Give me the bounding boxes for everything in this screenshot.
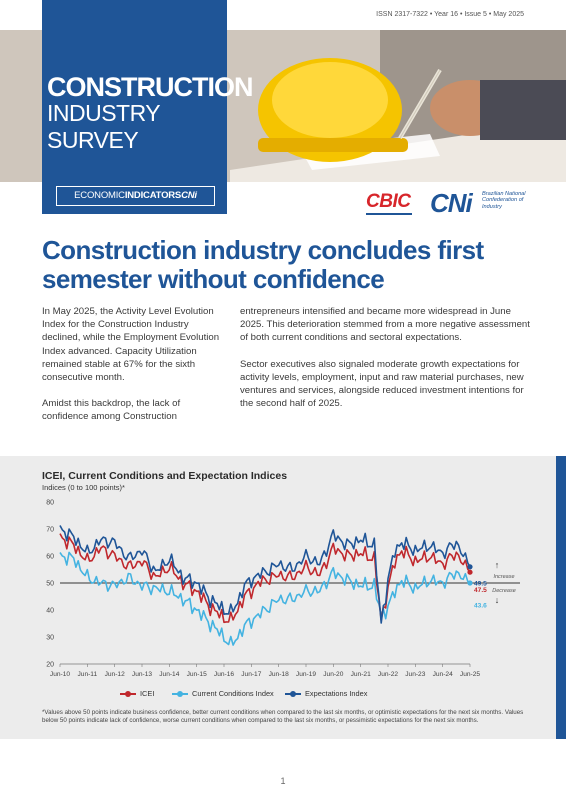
y-tick-label: 70: [46, 527, 54, 534]
badge-part-economic: ECONOMIC: [74, 190, 125, 201]
x-tick-label: Jun-19: [296, 671, 316, 678]
hero-illustration: [0, 30, 566, 182]
legend-label: Current Conditions Index: [192, 689, 274, 698]
data-label: 47.5: [474, 587, 487, 594]
series-end-point: [467, 564, 473, 570]
cni-tagline: Brazilian National Confederation of Indu…: [482, 191, 526, 210]
x-tick-label: Jun-25: [460, 671, 480, 678]
chart-legend: ICEI Current Conditions Index Expectatio…: [120, 689, 440, 701]
x-tick-label: Jun-14: [159, 671, 179, 678]
series-line: [59, 533, 471, 624]
x-tick-label: Jun-21: [351, 671, 371, 678]
series-line: [59, 525, 471, 624]
article-headline: Construction industry concludes first se…: [42, 235, 484, 294]
x-tick-label: Jun-16: [214, 671, 234, 678]
x-tick-label: Jun-24: [433, 671, 453, 678]
y-tick-label: 60: [46, 554, 54, 561]
page-number: 1: [280, 776, 286, 786]
partner-logos: CBIC CNi Brazilian National Confederatio…: [360, 188, 560, 220]
x-tick-label: Jun-12: [105, 671, 125, 678]
increase-label: Increase: [493, 574, 514, 580]
line-chart: 20 30 40 50 60 70 80 Jun-10 Jun-11 Jun-12 Jun-13 Ju…: [46, 500, 520, 678]
issn-text: ISSN 2317-7322 • Year 16 • Issue 5 • May…: [376, 11, 524, 18]
decrease-label: Decrease: [492, 588, 516, 594]
paragraph: entrepreneurs intensified and became mor…: [240, 306, 530, 344]
legend-marker: [125, 691, 131, 697]
x-tick-label: Jun-15: [187, 671, 207, 678]
paragraph: Sector executives also signaled moderate…: [240, 358, 524, 410]
y-tick-label: 20: [46, 662, 54, 669]
chart-panel: [0, 456, 556, 739]
x-tick-label: Jun-18: [269, 671, 289, 678]
series-line: [59, 551, 471, 646]
x-tick-label: Jun-23: [405, 671, 425, 678]
x-tick-label: Jun-10: [50, 671, 70, 678]
y-tick-label: 40: [46, 608, 54, 615]
legend-marker: [177, 691, 183, 697]
legend-label: Expectations Index: [305, 689, 368, 698]
chart-subtitle: Indices (0 to 100 points)*: [42, 483, 125, 492]
x-tick-label: Jun-17: [241, 671, 261, 678]
chart-footnote: *Values above 50 points indicate busines…: [42, 709, 524, 725]
series-end-point: [467, 580, 473, 586]
masthead-subtitle: INDUSTRY SURVEY: [47, 100, 160, 153]
x-tick-label: Jun-11: [77, 671, 97, 678]
series-end-point: [467, 569, 473, 575]
chart-side-accent: [556, 456, 566, 739]
y-tick-label: 50: [46, 581, 54, 588]
legend-label: ICEI: [140, 689, 155, 698]
hero-photo: [0, 30, 566, 182]
masthead-box: CONSTRUCTION INDUSTRY SURVEY ECONOMICIND…: [42, 0, 253, 214]
chart-title: ICEI, Current Conditions and Expectation…: [42, 470, 288, 482]
data-label: 49.5: [474, 580, 487, 587]
badge-part-indicators: INDICATORS: [124, 190, 182, 201]
cbic-logo: CBIC: [366, 191, 411, 212]
masthead-title: CONSTRUCTION: [47, 72, 253, 102]
badge-part-cni: CNi: [181, 190, 197, 201]
x-tick-label: Jun-13: [132, 671, 152, 678]
article-column-right: entrepreneurs intensified and became mor…: [240, 305, 530, 423]
legend-marker: [290, 691, 296, 697]
paragraph: Amidst this backdrop, the lack of confid…: [42, 398, 181, 423]
y-tick-label: 80: [46, 500, 54, 507]
y-tick-label: 30: [46, 635, 54, 642]
economic-indicators-badge: ECONOMICINDICATORSCNi: [56, 186, 215, 206]
x-tick-label: Jun-20: [323, 671, 343, 678]
data-label: 43.6: [474, 602, 487, 609]
increase-arrow-icon: ↑: [495, 560, 500, 570]
cbic-logo-underline: [366, 213, 412, 215]
decrease-arrow-icon: ↓: [495, 595, 500, 605]
x-tick-label: Jun-22: [378, 671, 398, 678]
paragraph: In May 2025, the Activity Level Evolutio…: [42, 306, 220, 384]
cni-logo: CNi: [430, 188, 473, 218]
article-column-left: In May 2025, the Activity Level Evolutio…: [42, 305, 227, 437]
